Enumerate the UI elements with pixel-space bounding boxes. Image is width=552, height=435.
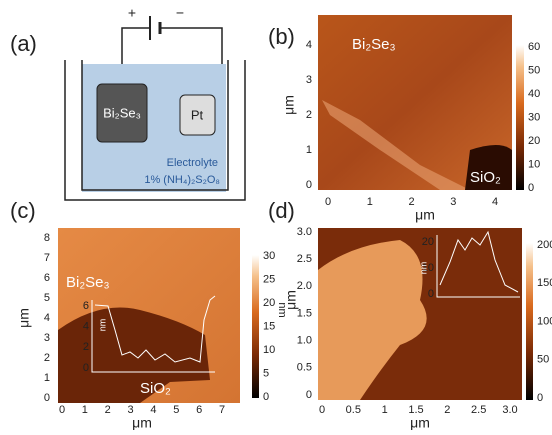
tick-label: 10 [263,344,275,356]
figure: (a) + − Bi₂Se₃ Pt Electrolyte 1% (NH₄)₂S₂O₈ (b)… [0,0,552,430]
tick-label: 25 [263,273,275,285]
electrolyte-label: Electrolyte [167,157,218,169]
tick-label: 1 [44,372,50,384]
tick-label: 20 [422,236,434,248]
tick-label: 2.5 [471,404,486,416]
tick-label: 60 [528,41,540,53]
tick-label: 1 [367,196,373,208]
battery-sign: − [176,5,184,21]
panel-label: (d) [268,198,295,223]
axis-label: μm [132,415,152,430]
axis-label: μm [410,415,430,430]
tick-label: 3 [44,332,50,344]
tick-label: 3.0 [502,404,517,416]
tick-label: 2 [306,109,312,121]
electrode-label: Bi₂Se₃ [103,105,141,120]
material-label: SiO₂ [140,380,171,397]
tick-label: 1 [382,404,388,416]
tick-label: 0 [537,392,543,404]
tick-label: 0 [83,362,89,374]
tick-label: 50 [537,354,549,366]
colorbar [252,255,259,398]
tick-label: 3 [450,196,456,208]
panel-label: (b) [268,24,295,49]
axis-label: μm [16,308,32,328]
tick-label: 1.5 [297,307,312,319]
tick-label: 4 [492,196,498,208]
colorbar [516,45,524,190]
axis-label: μm [415,207,435,223]
tick-label: 0 [306,179,312,191]
panel-label: (a) [10,31,37,56]
tick-label: 4 [44,312,50,324]
tick-label: 5 [173,404,179,416]
tick-label: 200 [537,239,552,251]
tick-label: 6 [83,300,89,312]
tick-label: 0 [319,404,325,416]
tick-label: 6 [196,404,202,416]
tick-label: 0 [428,288,434,300]
inset-unit: nm [418,262,428,275]
tick-label: 2 [444,404,450,416]
tick-label: 2 [83,341,89,353]
tick-label: 2 [408,196,414,208]
tick-label: 0 [325,196,331,208]
page: (a) + − Bi₂Se₃ Pt Electrolyte 1% (NH₄)₂S₂O₈ (b)… [0,0,552,430]
battery-sign: + [128,5,136,21]
axis-label: μm [283,290,299,310]
tick-label: 2 [44,352,50,364]
tick-label: 150 [537,277,552,289]
tick-label: 0.5 [346,404,361,416]
tick-label: 2 [105,404,111,416]
panel-label: (c) [10,198,36,223]
tick-label: 3 [306,74,312,86]
tick-label: 3.0 [297,226,312,238]
colorbar [526,243,533,400]
tick-label: 1 [82,404,88,416]
tick-label: 1.0 [297,335,312,347]
tick-label: 0.5 [297,362,312,374]
solution-label: 1% (NH₄)₂S₂O₈ [144,174,220,186]
axis-label: μm [281,95,297,115]
tick-label: 100 [537,315,552,327]
tick-label: 30 [528,111,540,123]
tick-label: 8 [44,232,50,244]
tick-label: 1 [306,144,312,156]
tick-label: 0 [263,391,269,403]
tick-label: 0 [528,182,534,194]
tick-label: 5 [44,292,50,304]
tick-label: 7 [219,404,225,416]
tick-label: 7 [44,252,50,264]
tick-label: 50 [528,64,540,76]
tick-label: 30 [263,250,275,262]
tick-label: 6 [44,272,50,284]
tick-label: 0 [306,389,312,401]
tick-label: 2.5 [297,253,312,265]
inset-unit: nm [97,319,107,332]
material-label: Bi₂Se₃ [66,274,110,291]
tick-label: 2.0 [297,280,312,292]
tick-label: 0 [59,404,65,416]
tick-label: 40 [528,88,540,100]
tick-label: 15 [263,320,275,332]
tick-label: 4 [83,321,89,333]
tick-label: 0 [44,392,50,404]
electrode-label: Pt [191,107,204,122]
schematic [65,16,245,200]
tick-label: 10 [528,158,540,170]
tick-label: 20 [263,297,275,309]
tick-label: 4 [306,39,312,51]
tick-label: 5 [263,367,269,379]
material-label: Bi₂Se₃ [352,36,396,53]
material-label: SiO₂ [470,169,501,186]
tick-label: 20 [528,135,540,147]
